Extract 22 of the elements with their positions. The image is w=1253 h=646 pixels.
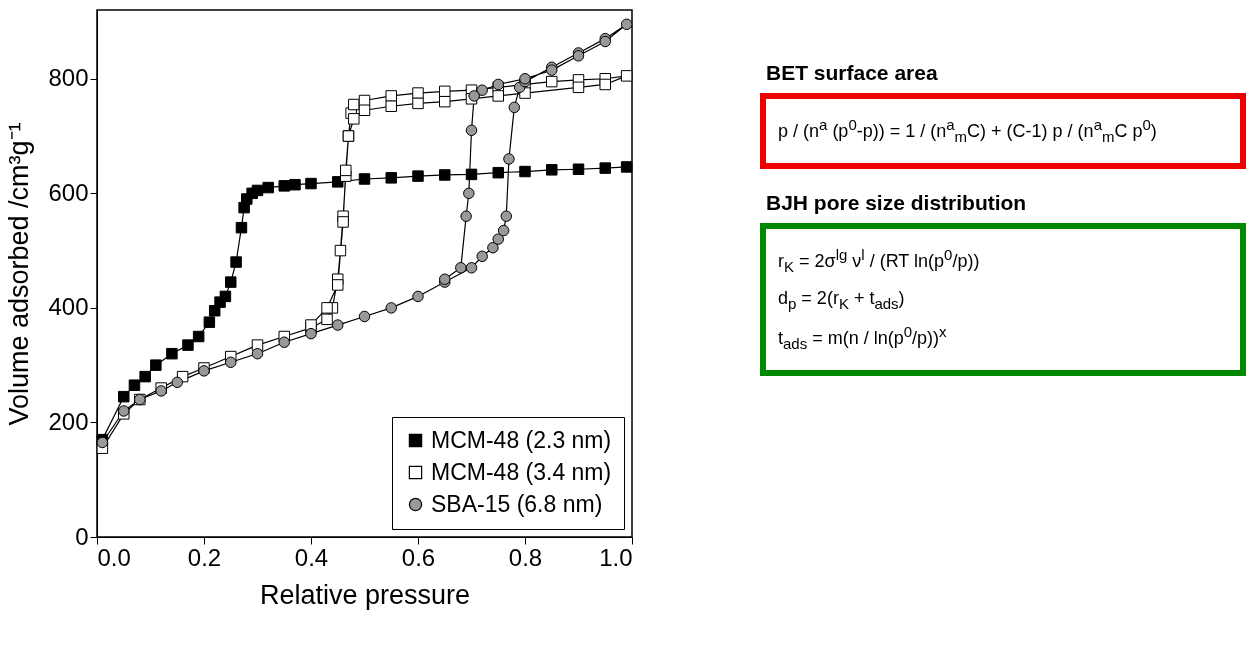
text: d$_{p}$ = 2(r$_{K}$ + t$_{ads}$) [778,287,906,314]
text: p / (n$^{a}$ (p$^{0}$-p)) = 1 / (n$^{a}$$_{m}$C) + (C-1) p / (n$^{a}$$_{m}$C p$^{0}$) [778,116,1157,145]
x-tick-label: 0.4 [294,543,329,571]
x-axis-title: Relative pressure [259,579,471,610]
y-tick-label: 600 [48,178,89,206]
y-tick-label: 400 [48,293,89,321]
y-tick-label: 800 [48,64,89,92]
x-tick-label: 0.6 [401,543,436,571]
y-axis-title: Volume adsorbed /cm³g⁻¹ [4,122,35,426]
y-tick-label: 0 [75,522,89,550]
legend-label: MCM-48 (3.4 nm) [431,458,612,485]
x-tick-label: 0.8 [508,543,543,571]
x-tick-label: 0.2 [187,543,222,571]
x-tick-label: 1.0 [599,543,633,571]
x-tick-label: 0.0 [97,543,131,571]
legend-label: SBA-15 (6.8 nm) [431,490,603,517]
text: t$_{ads}$ = m(n / ln(p$^{0}$/p))$^{x}$ [778,322,948,354]
text: r$_{K}$ = 2σ$^{lg}$ ν$^{l}$ / (RT ln(p$^{0}$/p)) [778,246,980,275]
text: BET surface area [766,61,939,85]
text: BJH pore size distribution [766,191,1028,216]
y-tick-label: 200 [48,407,89,435]
legend-label: MCM-48 (2.3 nm) [431,426,612,453]
